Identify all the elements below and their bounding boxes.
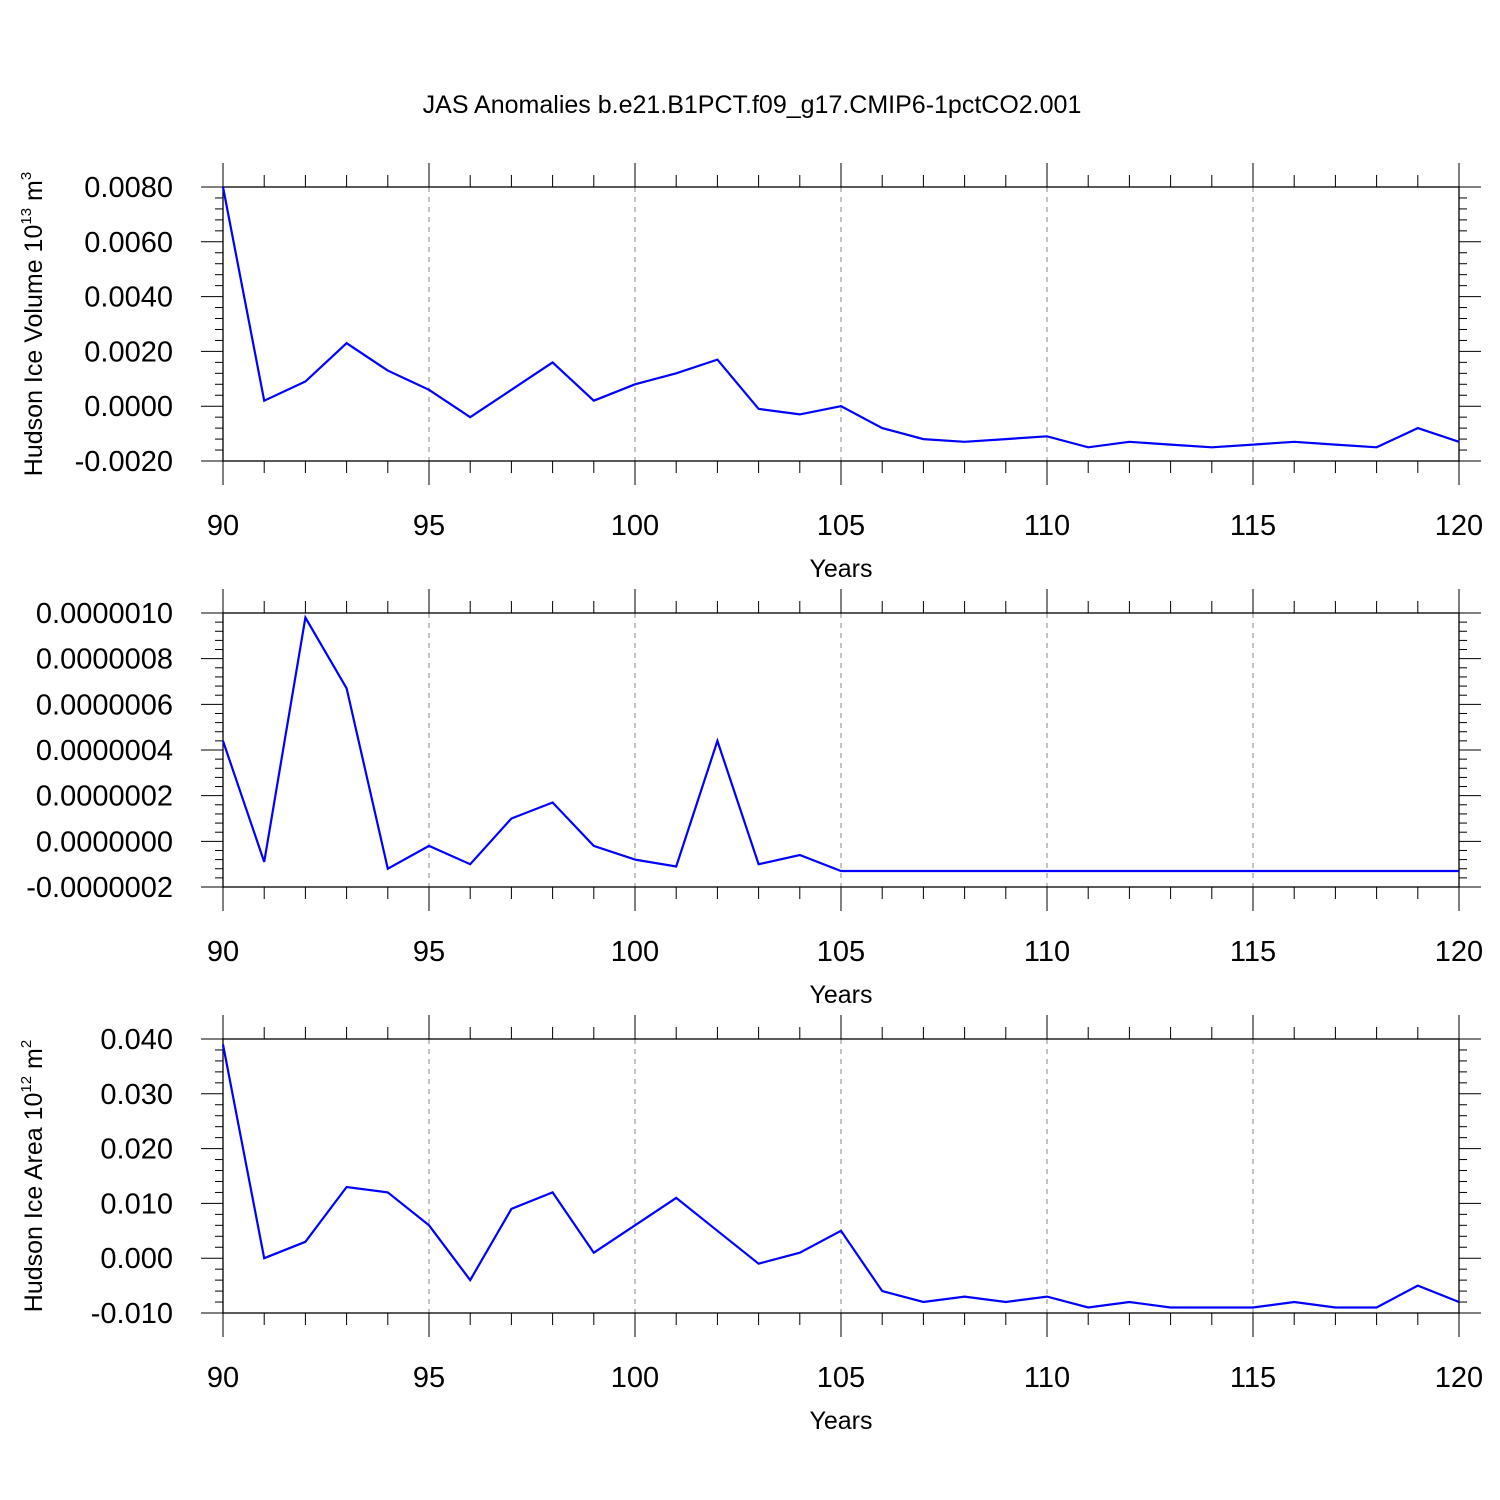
y-tick-label: 0.0000006: [36, 689, 173, 721]
x-tick-label: 100: [611, 510, 659, 542]
y-tick-label: 0.000: [100, 1243, 173, 1275]
y-tick-label: 0.0000004: [36, 735, 173, 767]
x-tick-label: 110: [1024, 510, 1070, 542]
y-tick-label: 0.0040: [84, 282, 173, 314]
y-tick-label: 0.040: [100, 1024, 173, 1056]
x-tick-label: 120: [1435, 936, 1483, 968]
y-tick-label: 0.0060: [84, 227, 173, 259]
x-tick-label: 105: [817, 1362, 865, 1394]
y-tick-label: -0.010: [91, 1298, 173, 1330]
y-axis-title: Hudson Ice Area 1012 m2: [18, 1040, 48, 1312]
x-axis-title: Years: [809, 555, 872, 583]
x-tick-label: 105: [817, 510, 865, 542]
y-axis-title: Hudson Ice Volume 1013 m3: [18, 172, 48, 476]
x-tick-label: 115: [1230, 1362, 1276, 1394]
y-tick-label: -0.0020: [75, 446, 173, 478]
series-line: [221, 186, 1460, 449]
x-tick-label: 90: [207, 1362, 239, 1394]
x-tick-label: 100: [611, 1362, 659, 1394]
y-tick-label: 0.0080: [84, 172, 173, 204]
x-axis-title: Years: [809, 1407, 872, 1435]
y-tick-label: 0.0000000: [36, 826, 173, 858]
y-tick-label: -0.0000002: [26, 872, 173, 904]
x-tick-label: 90: [207, 510, 239, 542]
chart-title: JAS Anomalies b.e21.B1PCT.f09_g17.CMIP6-…: [423, 91, 1082, 119]
x-tick-label: 115: [1230, 936, 1276, 968]
x-tick-label: 95: [413, 1362, 445, 1394]
x-tick-label: 110: [1024, 1362, 1070, 1394]
y-tick-label: 0.0000: [84, 391, 173, 423]
chart-panel: 90 95 100 105 110 115 120 -0.0000002 0.0000000 0.…: [26, 589, 1483, 1009]
x-tick-label: 110: [1024, 936, 1070, 968]
y-tick-label: 0.0000002: [36, 781, 173, 813]
y-tick-label: 0.0000010: [36, 598, 173, 630]
chart-panels: 90 95 100 105 110 115 120 -0.0020 0.0000 0.0020 0.…: [18, 163, 1483, 1435]
y-tick-label: 0.030: [100, 1079, 173, 1111]
x-tick-label: 120: [1435, 1362, 1483, 1394]
x-tick-label: 95: [413, 510, 445, 542]
x-tick-label: 115: [1230, 510, 1276, 542]
y-tick-label: 0.020: [100, 1134, 173, 1166]
y-tick-label: 0.0020: [84, 336, 173, 368]
chart-panel: 90 95 100 105 110 115 120 -0.010 0.000 0.010 0.020…: [18, 1015, 1483, 1435]
x-tick-label: 120: [1435, 510, 1483, 542]
chart-panel: 90 95 100 105 110 115 120 -0.0020 0.0000 0.0020 0.…: [18, 163, 1483, 583]
x-tick-label: 90: [207, 936, 239, 968]
series-line: [221, 1044, 1460, 1309]
x-tick-label: 95: [413, 936, 445, 968]
y-tick-label: 0.010: [100, 1188, 173, 1220]
x-tick-label: 105: [817, 936, 865, 968]
series-line: [221, 614, 1459, 873]
x-axis-title: Years: [809, 981, 872, 1009]
y-tick-label: 0.0000008: [36, 644, 173, 676]
x-tick-label: 100: [611, 936, 659, 968]
